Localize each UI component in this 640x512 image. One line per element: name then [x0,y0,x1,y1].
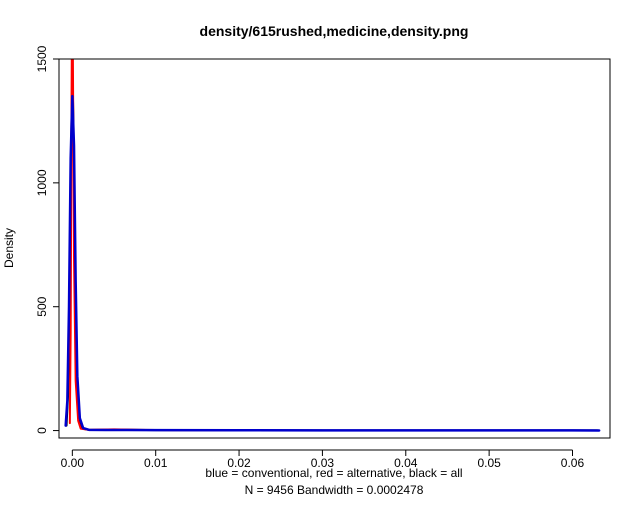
y-axis-label: Density [2,228,16,268]
x-tick-label: 0.05 [477,456,501,470]
y-tick-label: 500 [35,296,49,316]
x-tick-label: 0.02 [227,456,251,470]
x-tick-label: 0.06 [561,456,585,470]
series-layer [64,59,601,432]
x-tick-label: 0.01 [144,456,168,470]
y-axis: 0 500 1000 1500 [35,45,60,434]
x-tick-label: 0.04 [394,456,418,470]
x-axis: 0.00 0.01 0.02 0.03 0.04 0.05 0.06 [61,449,585,470]
x-tick-label: 0.00 [61,456,85,470]
plot-frame [58,58,611,439]
density-series-1 [68,59,253,432]
y-tick-label: 0 [35,427,49,434]
y-tick-label: 1000 [35,169,49,196]
x-axis-label-line-2: N = 9456 Bandwidth = 0.0002478 [245,483,424,497]
chart-title: density/615rushed,medicine,density.png [200,23,469,39]
density-series-0 [65,65,599,432]
y-tick-label: 1500 [35,45,49,72]
density-series-2 [64,94,601,432]
x-axis-label-line-1: blue = conventional, red = alternative, … [205,466,462,480]
x-tick-label: 0.03 [311,456,335,470]
